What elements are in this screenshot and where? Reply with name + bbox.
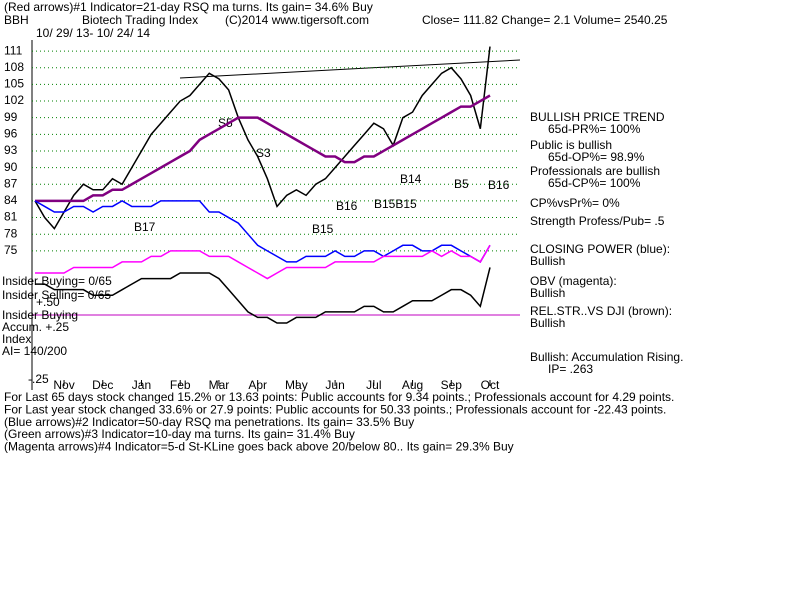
- y-tick-label: 81: [4, 210, 18, 224]
- status-text: Professionals are bullish: [530, 164, 660, 178]
- footer-text: (Magenta arrows)#4 Indicator=5-d St-KLin…: [4, 439, 514, 453]
- signal-label: B17: [134, 220, 156, 234]
- y-tick-label: 84: [4, 193, 18, 207]
- signal-label: B16: [488, 178, 510, 192]
- series-line: [35, 244, 491, 280]
- x-tick-label: Jul: [366, 378, 381, 392]
- status-text: IP= .263: [548, 362, 593, 376]
- y-tick-label: 93: [4, 143, 18, 157]
- x-tick-label: Jun: [325, 378, 344, 392]
- series-line: [35, 94, 491, 203]
- indicator-text: Insider Buying: [2, 308, 78, 322]
- signal-label: B16: [336, 199, 358, 213]
- status-text: CLOSING POWER (blue):: [530, 242, 670, 256]
- x-tick-label: Dec: [92, 378, 113, 392]
- symbol: BBH: [4, 13, 29, 27]
- status-text: 65d-CP%= 100%: [548, 176, 641, 190]
- y-tick-label: 108: [4, 60, 24, 74]
- y-tick-label: 90: [4, 160, 18, 174]
- x-tick-label: May: [285, 378, 308, 392]
- status-text: Bullish: [530, 286, 565, 300]
- date-range: 10/ 29/ 13- 10/ 24/ 14: [36, 26, 150, 40]
- header-text: (Red arrows)#1 Indicator=21-day RSQ ma t…: [4, 0, 373, 14]
- signal-label: B15B15: [374, 197, 417, 211]
- status-text: 65d-PR%= 100%: [548, 122, 641, 136]
- x-tick-label: Aug: [402, 378, 423, 392]
- y-tick-label: 102: [4, 93, 24, 107]
- status-text: Public is bullish: [530, 138, 612, 152]
- y-tick-label: 111: [4, 43, 23, 57]
- footer: For Last 65 days stock changed 15.2% or …: [4, 390, 674, 453]
- status-text: OBV (magenta):: [530, 274, 617, 288]
- signal-label: B5: [454, 177, 469, 191]
- footer-text: (Blue arrows)#2 Indicator=50-day RSQ ma …: [4, 415, 414, 429]
- index-name: Biotech Trading Index: [82, 13, 198, 27]
- x-tick-label: Sep: [441, 378, 463, 392]
- status-text: BULLISH PRICE TREND: [530, 110, 665, 124]
- y-tick-label: 75: [4, 243, 18, 257]
- signal-label: B14: [400, 172, 422, 186]
- y-tick-label: 99: [4, 110, 18, 124]
- status-text: CP%vsPr%= 0%: [530, 196, 620, 210]
- trend-line: [179, 59, 521, 79]
- status-text: Strength Profess/Pub= .5: [530, 214, 665, 228]
- footer-text: For Last 65 days stock changed 15.2% or …: [4, 390, 674, 404]
- series-line: [35, 267, 491, 324]
- x-tick-label: Oct: [481, 378, 500, 392]
- indicator-text: +.50: [36, 295, 60, 309]
- copyright: (C)2014 www.tigersoft.com: [225, 13, 369, 27]
- x-tick-label: Jan: [132, 378, 151, 392]
- signal-label: S3: [256, 146, 271, 160]
- series-line: [34, 200, 491, 263]
- indicator-text: -.25: [28, 372, 49, 386]
- status-text: 65d-OP%= 98.9%: [548, 150, 645, 164]
- y-tick-label: 78: [4, 226, 18, 240]
- x-tick-label: Nov: [53, 378, 74, 392]
- series-line: [34, 46, 491, 230]
- y-tick-label: 87: [4, 176, 18, 190]
- x-tick-label: Feb: [170, 378, 191, 392]
- status-text: Bullish: [530, 254, 565, 268]
- footer-text: (Green arrows)#3 Indicator=10-day ma tur…: [4, 427, 355, 441]
- x-tick-label: Apr: [248, 378, 267, 392]
- quote: Close= 111.82 Change= 2.1 Volume= 2540.2…: [422, 13, 668, 27]
- indicator-text: Accum. +.25: [2, 320, 69, 334]
- x-tick-label: Mar: [209, 378, 230, 392]
- signal-label: B15: [312, 222, 334, 236]
- indicator-text: AI= 140/200: [2, 344, 67, 358]
- indicator-text: Insider Buying= 0/65: [2, 274, 112, 288]
- status-text: REL.STR..VS DJI (brown):: [530, 304, 672, 318]
- y-tick-label: 105: [4, 77, 24, 91]
- indicator-text: Insider Selling= 0/65: [2, 288, 111, 302]
- indicator-text: Index: [2, 332, 31, 346]
- status-text: Bullish: [530, 316, 565, 330]
- status-text: Bullish: Accumulation Rising.: [530, 350, 683, 364]
- y-tick-label: 96: [4, 126, 18, 140]
- footer-text: For Last year stock changed 33.6% or 27.…: [4, 402, 666, 416]
